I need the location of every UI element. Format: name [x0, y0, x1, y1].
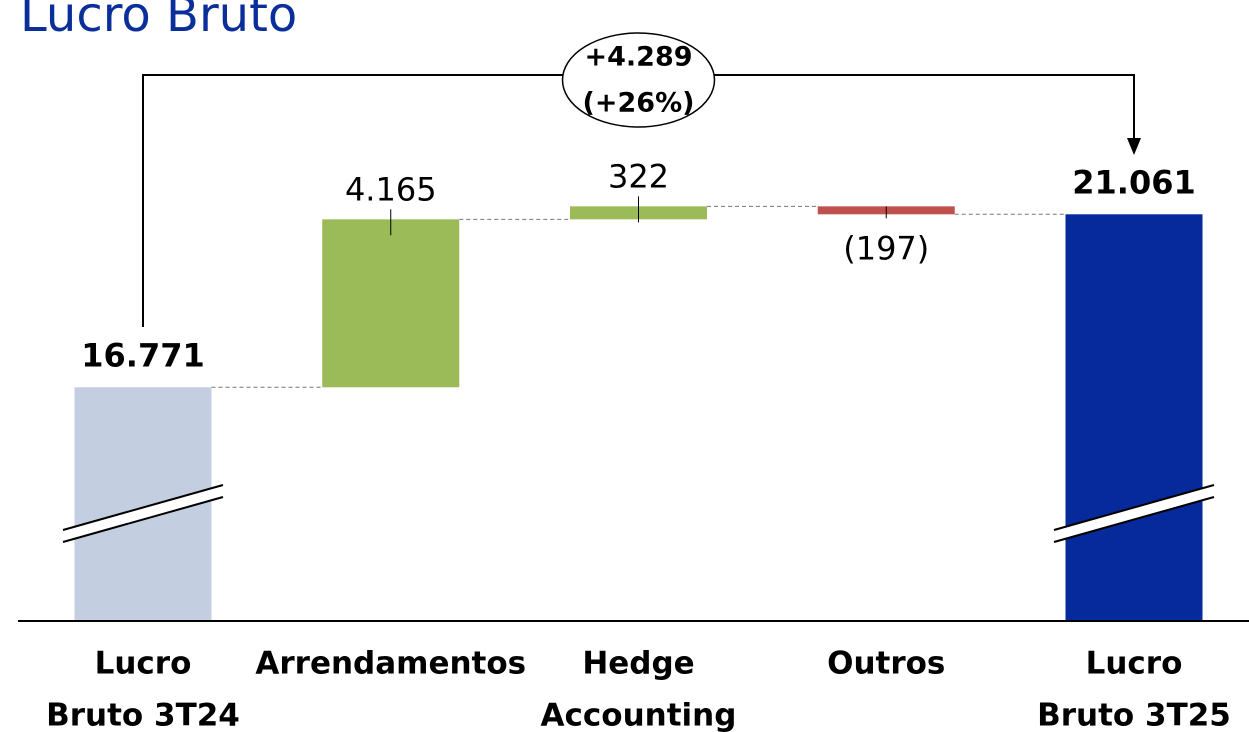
x-tick-label: Hedge — [582, 646, 694, 682]
axis-break-line — [1053, 484, 1215, 531]
arrow-head — [1127, 138, 1141, 155]
bar — [322, 219, 460, 388]
annotation-text: +4.289 — [584, 42, 692, 73]
bar — [1065, 214, 1203, 620]
x-tick-label: Outros — [827, 646, 945, 682]
x-tick-label: Lucro — [1086, 646, 1183, 682]
x-tick-label: Bruto 3T24 — [46, 698, 240, 732]
axis-break — [1054, 485, 1214, 542]
annotation-bubble — [561, 32, 716, 128]
value-label: 21.061 — [1072, 163, 1195, 201]
annotation-text: (+26%) — [583, 88, 695, 119]
x-tick-label: Lucro — [95, 646, 192, 682]
chart-title: Lucro Bruto — [20, 0, 297, 43]
axis-break-line — [62, 484, 224, 531]
value-label: 4.165 — [345, 170, 437, 208]
axis-break-line — [62, 496, 224, 543]
axis-break-line — [1053, 496, 1215, 543]
x-tick-label: Accounting — [541, 698, 737, 732]
x-tick-label: Bruto 3T25 — [1037, 698, 1231, 732]
axis-break — [63, 485, 223, 542]
value-label: (197) — [843, 229, 929, 267]
value-label: 16.771 — [81, 336, 204, 374]
x-tick-label: Arrendamentos — [255, 646, 526, 682]
value-label: 322 — [608, 157, 669, 195]
